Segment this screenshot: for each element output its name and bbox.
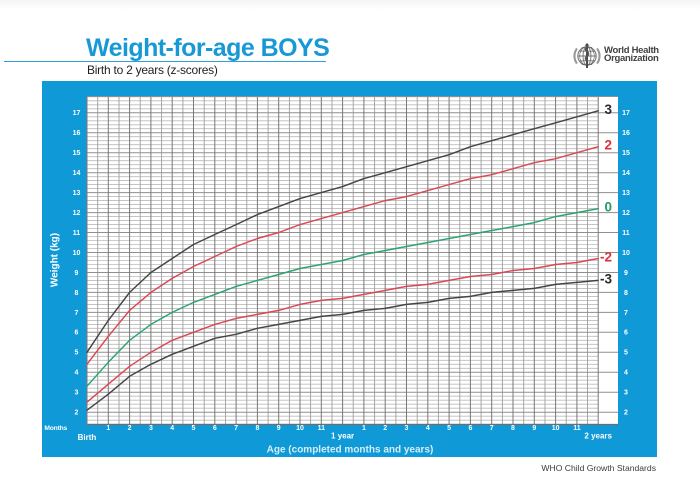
svg-text:2: 2 (75, 410, 79, 417)
svg-text:14: 14 (73, 170, 81, 177)
svg-text:4: 4 (426, 425, 430, 432)
svg-text:12: 12 (622, 210, 630, 217)
svg-text:Age (completed months and year: Age (completed months and years) (267, 445, 434, 456)
svg-text:1: 1 (362, 425, 366, 432)
svg-text:1: 1 (106, 425, 110, 432)
svg-text:11: 11 (318, 425, 326, 432)
svg-text:7: 7 (75, 310, 79, 317)
svg-text:2 years: 2 years (584, 432, 612, 441)
svg-text:6: 6 (213, 425, 217, 432)
svg-text:5: 5 (447, 425, 451, 432)
svg-text:3: 3 (624, 390, 628, 397)
svg-text:2: 2 (383, 425, 387, 432)
svg-text:8: 8 (255, 425, 259, 432)
svg-text:-3: -3 (600, 271, 612, 286)
svg-text:2: 2 (624, 410, 628, 417)
svg-text:7: 7 (624, 310, 628, 317)
svg-text:9: 9 (277, 425, 281, 432)
svg-text:4: 4 (624, 370, 628, 377)
svg-text:3: 3 (405, 425, 409, 432)
svg-text:3: 3 (149, 425, 153, 432)
svg-text:7: 7 (234, 425, 238, 432)
svg-text:9: 9 (532, 425, 536, 432)
svg-text:Months: Months (44, 425, 67, 432)
svg-text:6: 6 (468, 425, 472, 432)
svg-text:5: 5 (192, 425, 196, 432)
svg-text:2: 2 (128, 425, 132, 432)
svg-text:10: 10 (296, 425, 304, 432)
svg-text:7: 7 (490, 425, 494, 432)
svg-text:0: 0 (604, 200, 612, 215)
svg-text:8: 8 (624, 290, 628, 297)
svg-text:3: 3 (604, 102, 612, 117)
svg-text:8: 8 (75, 290, 79, 297)
svg-text:6: 6 (75, 330, 79, 337)
svg-text:1 year: 1 year (331, 432, 354, 441)
svg-text:4: 4 (75, 370, 79, 377)
svg-text:-2: -2 (600, 250, 612, 265)
svg-text:17: 17 (73, 110, 81, 117)
svg-text:13: 13 (73, 190, 81, 197)
svg-text:Birth: Birth (78, 433, 97, 442)
svg-text:3: 3 (75, 390, 79, 397)
svg-text:10: 10 (622, 250, 630, 257)
svg-text:14: 14 (622, 170, 630, 177)
svg-text:6: 6 (624, 330, 628, 337)
svg-text:Weight (kg): Weight (kg) (50, 233, 61, 287)
svg-text:10: 10 (73, 250, 81, 257)
svg-text:12: 12 (73, 210, 81, 217)
svg-text:10: 10 (552, 425, 560, 432)
svg-text:15: 15 (622, 150, 630, 157)
svg-text:13: 13 (622, 190, 630, 197)
svg-text:5: 5 (624, 350, 628, 357)
svg-text:16: 16 (73, 130, 81, 137)
svg-text:11: 11 (622, 230, 630, 237)
svg-text:8: 8 (511, 425, 515, 432)
svg-text:15: 15 (73, 150, 81, 157)
svg-text:5: 5 (75, 350, 79, 357)
svg-text:9: 9 (75, 270, 79, 277)
svg-text:16: 16 (622, 130, 630, 137)
svg-text:11: 11 (73, 230, 81, 237)
svg-text:17: 17 (622, 110, 630, 117)
svg-text:4: 4 (170, 425, 174, 432)
svg-text:11: 11 (573, 425, 581, 432)
svg-text:2: 2 (604, 138, 612, 153)
svg-text:9: 9 (624, 270, 628, 277)
